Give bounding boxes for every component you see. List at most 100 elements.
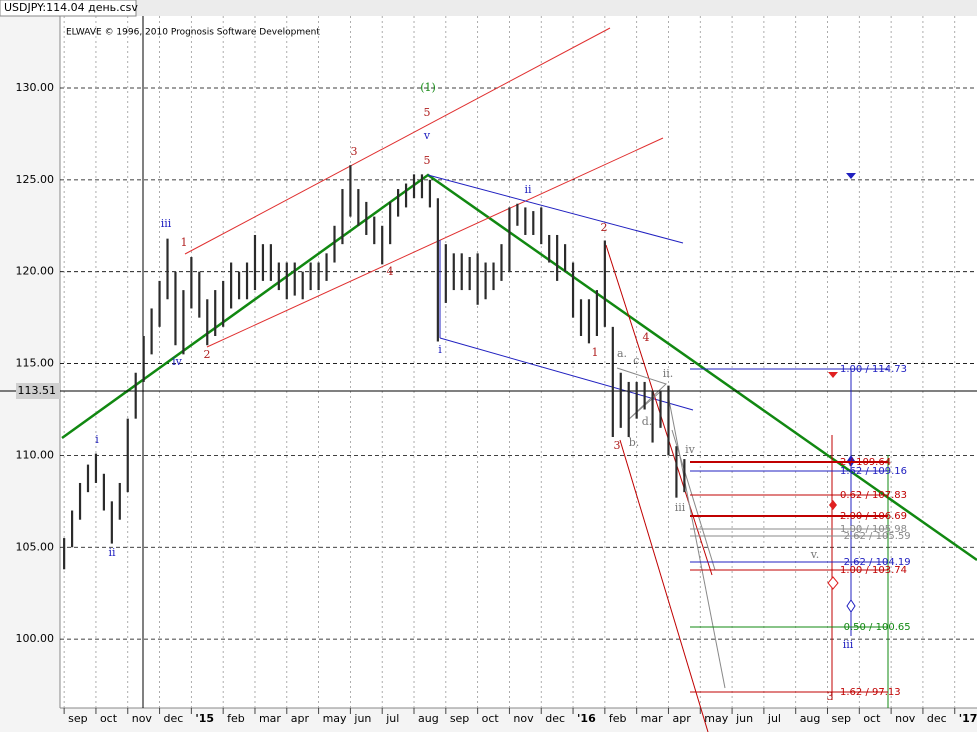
- wave-label: iii: [675, 501, 686, 514]
- x-tick-label: jun: [735, 712, 753, 725]
- wave-label: 4: [643, 331, 650, 344]
- wave-label: 2: [601, 221, 608, 234]
- fib-label: 1.00 / 103.74: [840, 565, 907, 576]
- x-tick-label: apr: [291, 712, 310, 725]
- y-tick-label: 120.00: [16, 265, 55, 278]
- fib-label: -2.62 / 104.19: [840, 557, 911, 568]
- fib-label: -0.50 / 100.65: [840, 622, 911, 633]
- fib-label: 2.00 / 106.69: [840, 511, 907, 522]
- channel-line: [184, 27, 611, 255]
- wave-label: iv: [685, 443, 696, 456]
- marker: [828, 372, 838, 378]
- x-tick-label: feb: [227, 712, 245, 725]
- y-tick-label: 115.00: [16, 357, 55, 370]
- grid: [60, 16, 977, 708]
- wave-label: iii: [161, 217, 172, 230]
- wave-label: 1: [181, 236, 188, 249]
- x-tick-label: oct: [100, 712, 118, 725]
- x-tick-label: '17: [959, 712, 977, 725]
- x-tick-label: aug: [418, 712, 439, 725]
- x-tick-label: oct: [482, 712, 500, 725]
- price-bars: [63, 165, 686, 570]
- wave-label: ii: [108, 546, 116, 559]
- wave-label: ii: [524, 183, 532, 196]
- x-tick-label: '15: [195, 712, 214, 725]
- wave-label: v: [423, 129, 431, 142]
- channel-line: [668, 399, 726, 689]
- wave-label: a.: [617, 347, 627, 360]
- wave-label: i: [438, 343, 442, 356]
- fib-label: 1.62 / 97.13: [840, 687, 901, 698]
- y-tick-label: 100.00: [16, 632, 55, 645]
- fib-label: 2 / 109.64: [840, 457, 891, 468]
- fib-label: 0.62 / 107.83: [840, 490, 907, 501]
- wave-label: 4: [387, 265, 394, 278]
- x-tick-label: apr: [672, 712, 691, 725]
- x-tick-label: may: [704, 712, 728, 725]
- wave-label: 3: [614, 439, 621, 452]
- x-tick-label: aug: [800, 712, 821, 725]
- wave-label: (1): [420, 81, 436, 94]
- wave-label: d.: [642, 415, 653, 428]
- wave-label: v.: [810, 548, 819, 561]
- channel-line: [427, 174, 684, 244]
- price-box: [16, 383, 60, 399]
- wave-label: iv: [172, 355, 183, 368]
- wave-label: 2: [204, 348, 211, 361]
- fib-label: 1.00 / 114.73: [840, 364, 907, 375]
- x-tick-label: oct: [863, 712, 881, 725]
- y-tick-label: 105.00: [16, 540, 55, 553]
- x-tick-label: jun: [353, 712, 371, 725]
- current-price-label: 113.51: [18, 384, 57, 397]
- x-tick-label: nov: [895, 712, 916, 725]
- marker: [827, 576, 839, 590]
- fib-label: -2.62 / 105.59: [840, 531, 911, 542]
- y-tick-label: 125.00: [16, 173, 55, 186]
- channel-line: [671, 429, 716, 571]
- y-axis-panel: [0, 16, 60, 732]
- wave-label: ii.: [663, 367, 674, 380]
- x-tick-label: feb: [609, 712, 627, 725]
- fib-levels: 1.00 / 114.73 2 / 109.641.62 / 109.16 0.62…: [690, 364, 911, 698]
- wave-label: 3: [827, 690, 834, 703]
- x-tick-label: sep: [68, 712, 87, 725]
- wave-label: 5: [424, 154, 431, 167]
- wave-label: iii: [843, 638, 854, 651]
- x-tick-label: may: [323, 712, 347, 725]
- marker: [829, 500, 837, 510]
- x-tick-label: mar: [259, 712, 281, 725]
- wave-labels: (1)5v534iii12iviiiiii2143a.b.c.d.ii.iiii…: [95, 81, 854, 703]
- x-tick-label: nov: [513, 712, 534, 725]
- window-title: USDJPY:114.04 день.csv: [4, 1, 138, 14]
- wave-label: c.: [633, 354, 643, 367]
- x-tick-label: mar: [641, 712, 663, 725]
- x-tick-label: dec: [545, 712, 565, 725]
- wave-label: b.: [629, 436, 640, 449]
- x-axis-panel: [60, 708, 977, 732]
- channel-line: [605, 244, 713, 576]
- x-tick-label: jul: [385, 712, 399, 725]
- x-tick-label: dec: [164, 712, 184, 725]
- tab[interactable]: [0, 0, 137, 17]
- x-tick-label: jul: [767, 712, 781, 725]
- wave-label: 3: [351, 145, 358, 158]
- wave-label: i: [95, 433, 99, 446]
- y-tick-label: 110.00: [16, 448, 55, 461]
- x-tick-label: sep: [450, 712, 469, 725]
- x-tick-label: nov: [132, 712, 153, 725]
- tab-bar: [0, 0, 977, 16]
- watermark: ELWAVE © 1996, 2010 Prognosis Software D…: [66, 28, 320, 38]
- channel-line: [619, 439, 709, 732]
- x-tick-label: sep: [832, 712, 851, 725]
- fib-label: 1.62 / 109.16: [840, 466, 907, 477]
- channel-line: [206, 137, 664, 348]
- x-tick-label: '16: [577, 712, 596, 725]
- marker: [846, 599, 856, 613]
- marker: [846, 173, 856, 179]
- y-tick-label: 130.00: [16, 81, 55, 94]
- fib-label: 1.00 / 105.98: [840, 524, 907, 535]
- x-tick-label: dec: [927, 712, 947, 725]
